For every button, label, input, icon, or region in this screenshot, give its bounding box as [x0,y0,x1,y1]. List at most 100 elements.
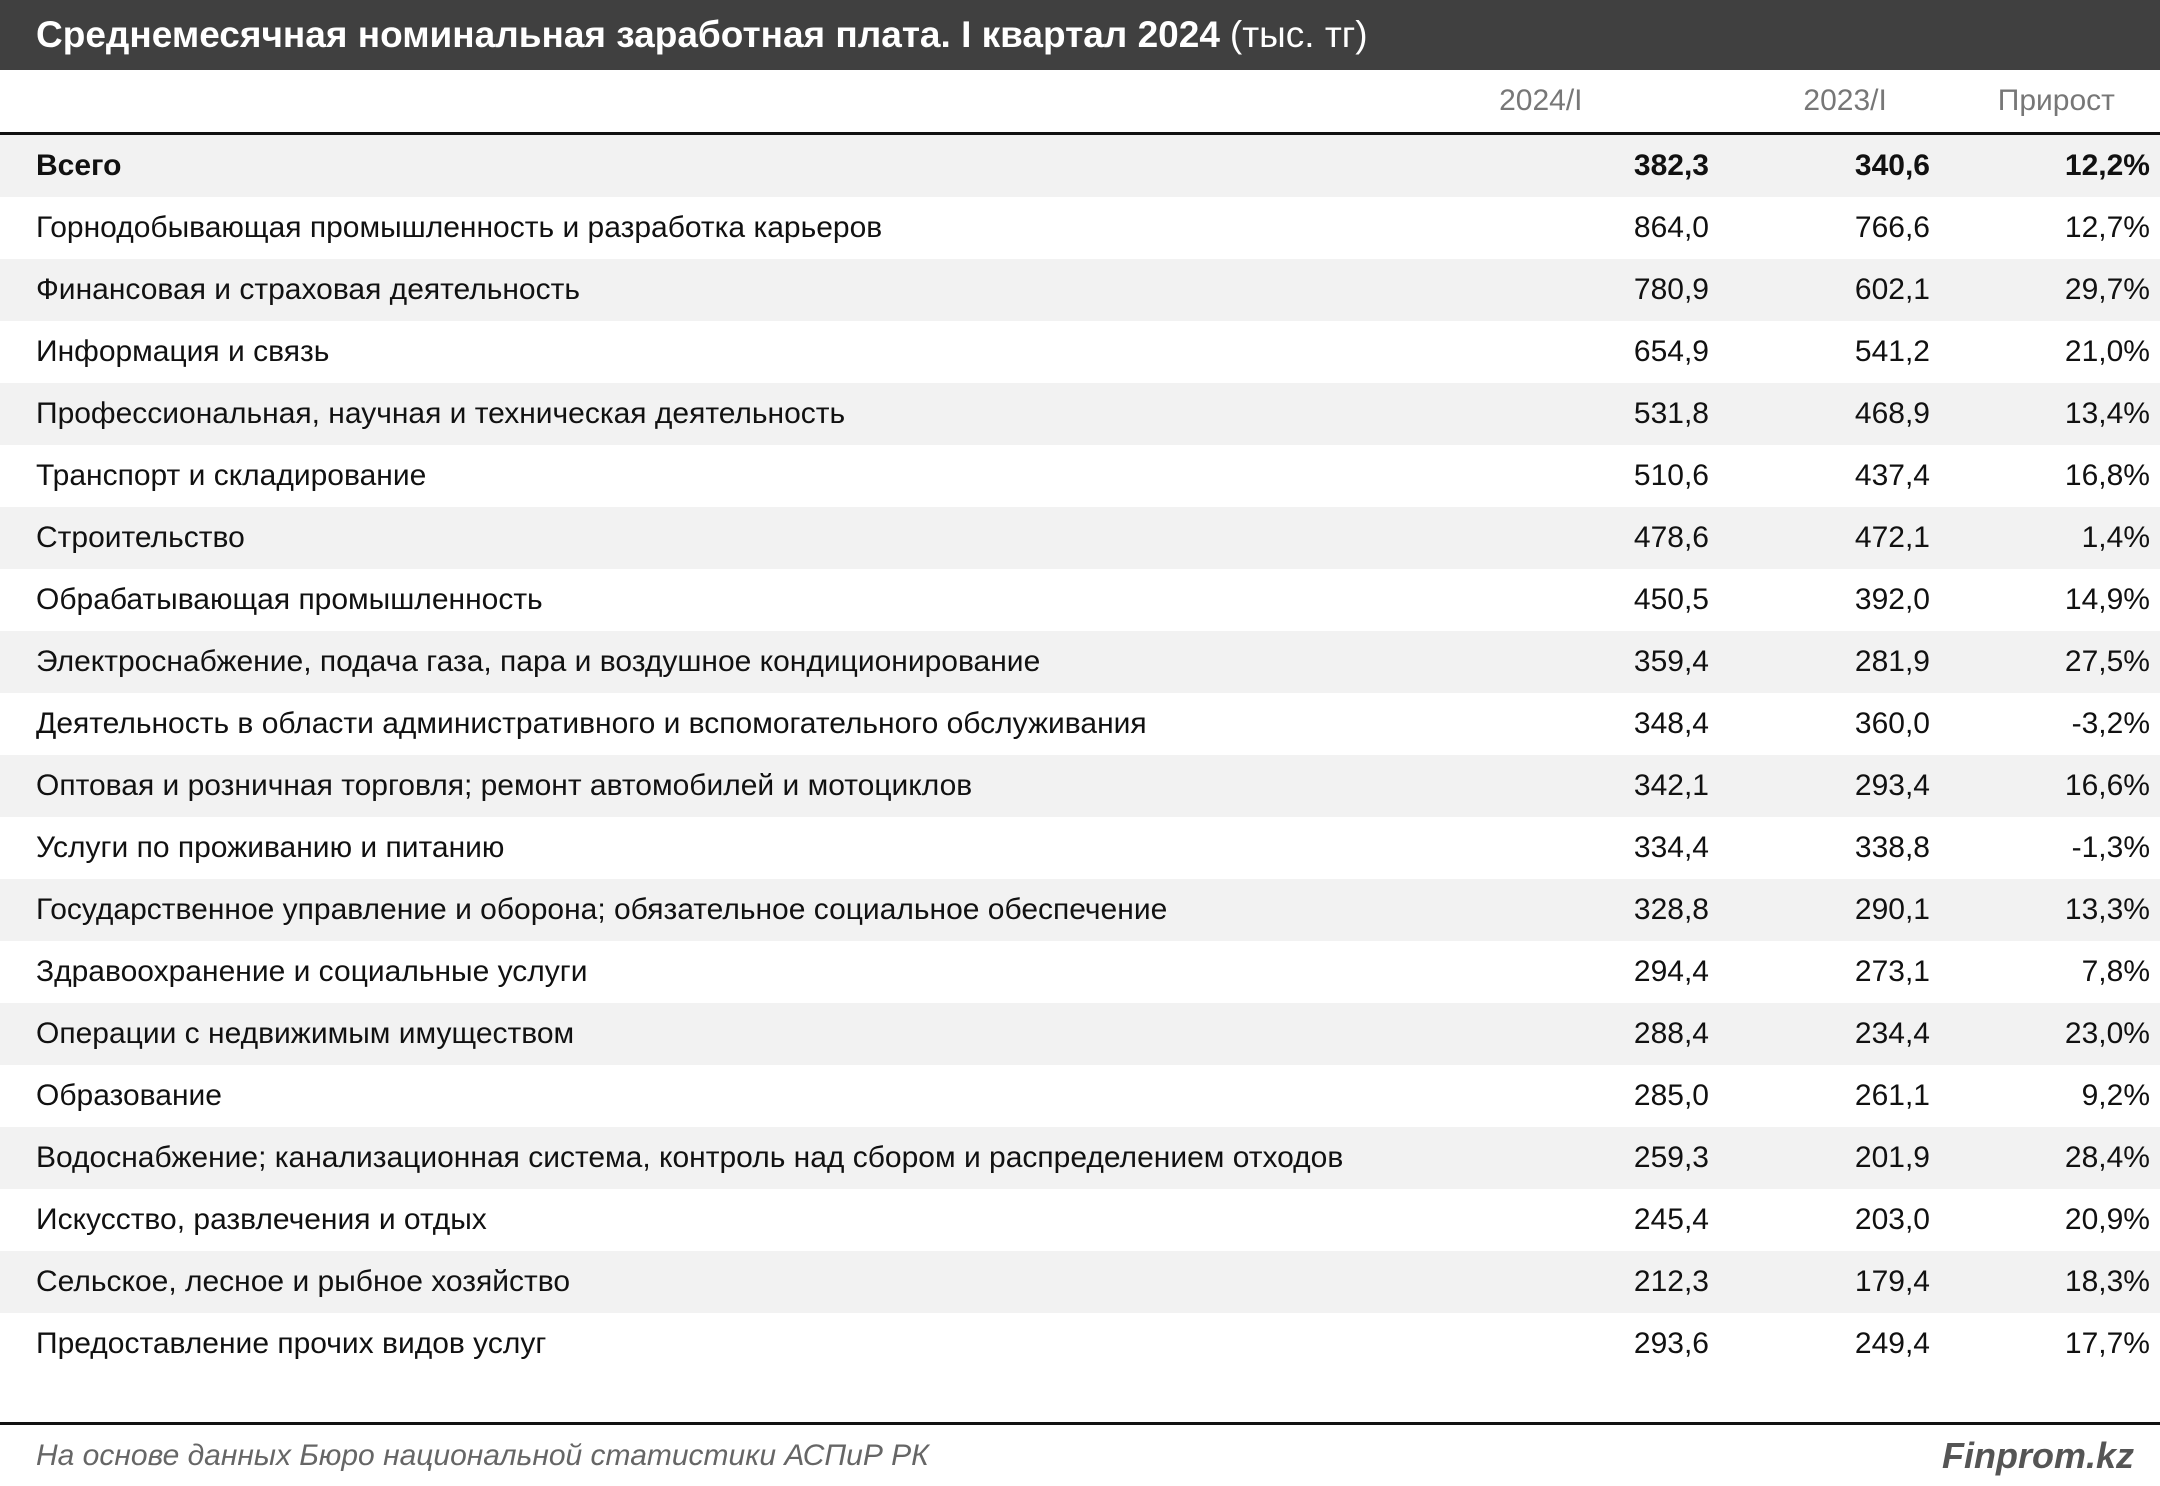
table-row: Оптовая и розничная торговля; ремонт авт… [0,755,2160,817]
table-row: Образование 285,0 261,1 9,2% [0,1065,2160,1127]
cell-value: 294,4 [1633,955,1709,988]
table-row: Всего 382,3 340,6 12,2% [0,135,2160,197]
cell-value: 864,0 [1633,211,1709,244]
table-row: Деятельность в области административного… [0,693,2160,755]
cell-growth: 17,7% [2064,1327,2150,1360]
cell-growth: 20,9% [2064,1203,2150,1236]
row-label: Государственное управление и оборона; об… [36,893,1168,926]
cell-value: 281,9 [1854,645,1930,678]
title-bar: Среднемесячная номинальная заработная пл… [0,0,2160,70]
row-label: Здравоохранение и социальные услуги [36,955,588,988]
cell-value: 360,0 [1854,707,1930,740]
cell-value: 338,8 [1854,831,1930,864]
cell-growth: 14,9% [2064,583,2150,616]
cell-growth: 16,6% [2064,769,2150,802]
row-label: Услуги по проживанию и питанию [36,831,505,864]
table-row: Строительство 478,6 472,1 1,4% [0,507,2160,569]
cell-value: 510,6 [1633,459,1709,492]
table-row: Предоставление прочих видов услуг 293,6 24… [0,1313,2160,1375]
cell-value: 392,0 [1854,583,1930,616]
cell-value: 293,6 [1633,1327,1709,1360]
row-label: Строительство [36,521,245,554]
cell-growth: 18,3% [2064,1265,2150,1298]
cell-growth: 12,2% [2064,149,2150,182]
cell-growth: 12,7% [2064,211,2150,244]
cell-value: 203,0 [1854,1203,1930,1236]
table-row: Водоснабжение; канализационная система, … [0,1127,2160,1189]
table-row: Обрабатывающая промышленность 450,5 392,0 1… [0,569,2160,631]
row-label: Деятельность в области административного… [36,707,1147,740]
unit: (тыс. тг) [1229,14,1368,55]
cell-value: 359,4 [1633,645,1709,678]
row-label: Операции с недвижимым имуществом [36,1017,575,1050]
cell-value: 340,6 [1854,149,1930,182]
cell-value: 201,9 [1854,1141,1930,1174]
cell-value: 342,1 [1633,769,1709,802]
cell-growth: -1,3% [2071,831,2150,864]
table-header: 2024/I 2023/I Прирост [0,70,2160,135]
table-row: Электроснабжение, подача газа, пара и во… [0,631,2160,693]
cell-growth: 23,0% [2064,1017,2150,1050]
source: На основе данных Бюро национальной стати… [36,1438,929,1472]
cell-value: 766,6 [1854,211,1930,244]
cell-value: 288,4 [1633,1017,1709,1050]
title: Среднемесячная номинальная заработная пл… [36,14,1220,55]
table-row: Здравоохранение и социальные услуги 294,4… [0,941,2160,1003]
cell-growth: 29,7% [2064,273,2150,306]
cell-value: 348,4 [1633,707,1709,740]
cell-value: 179,4 [1854,1265,1930,1298]
cell-value: 245,4 [1633,1203,1709,1236]
cell-value: 780,9 [1633,273,1709,306]
cell-growth: 7,8% [2081,955,2150,988]
row-label: Горнодобывающая промышленность и разрабо… [36,211,883,244]
row-label: Финансовая и страховая деятельность [36,273,580,306]
cell-value: 290,1 [1854,893,1930,926]
cell-value: 293,4 [1854,769,1930,802]
row-label: Обрабатывающая промышленность [36,583,543,616]
cell-value: 328,8 [1633,893,1709,926]
brand: Finprom.kz [1941,1434,2134,1476]
cell-value: 602,1 [1854,273,1930,306]
cell-value: 249,4 [1854,1327,1930,1360]
row-label: Предоставление прочих видов услуг [36,1327,547,1360]
cell-growth: -3,2% [2071,707,2150,740]
row-label: Оптовая и розничная торговля; ремонт авт… [36,769,973,802]
column-header: Прирост [1997,84,2115,117]
cell-growth: 21,0% [2064,335,2150,368]
cell-value: 450,5 [1633,583,1709,616]
cell-value: 261,1 [1854,1079,1930,1112]
table-row: Профессиональная, научная и техническая … [0,383,2160,445]
cell-value: 478,6 [1633,521,1709,554]
footer: На основе данных Бюро национальной стати… [0,1422,2160,1486]
row-label: Искусство, развлечения и отдых [36,1203,487,1236]
cell-growth: 9,2% [2081,1079,2150,1112]
row-label: Образование [36,1079,222,1112]
cell-value: 437,4 [1854,459,1930,492]
table-row: Информация и связь 654,9 541,2 21,0% [0,321,2160,383]
row-label: Электроснабжение, подача газа, пара и во… [36,645,1041,678]
cell-value: 541,2 [1854,335,1930,368]
cell-growth: 16,8% [2064,459,2150,492]
cell-value: 531,8 [1633,397,1709,430]
cell-value: 382,3 [1633,149,1709,182]
table-row: Финансовая и страховая деятельность 780,9… [0,259,2160,321]
cell-value: 472,1 [1854,521,1930,554]
column-header: 2024/I [1499,84,1583,117]
cell-growth: 28,4% [2064,1141,2150,1174]
row-label: Информация и связь [36,335,330,368]
cell-value: 234,4 [1854,1017,1930,1050]
cell-growth: 13,4% [2064,397,2150,430]
table-row: Сельское, лесное и рыбное хозяйство 212,3… [0,1251,2160,1313]
row-label: Сельское, лесное и рыбное хозяйство [36,1265,571,1298]
table-row: Искусство, развлечения и отдых 245,4 203,0… [0,1189,2160,1251]
table-row: Горнодобывающая промышленность и разрабо… [0,197,2160,259]
table-row: Транспорт и складирование 510,6 437,4 16,8% [0,445,2160,507]
table-row: Услуги по проживанию и питанию 334,4 338,8… [0,817,2160,879]
row-label: Транспорт и складирование [36,459,427,492]
cell-value: 468,9 [1854,397,1930,430]
cell-value: 259,3 [1633,1141,1709,1174]
cell-value: 285,0 [1633,1079,1709,1112]
cell-value: 334,4 [1633,831,1709,864]
table-body: Всего 382,3 340,6 12,2% Горнодобывающая пром… [0,135,2160,1375]
